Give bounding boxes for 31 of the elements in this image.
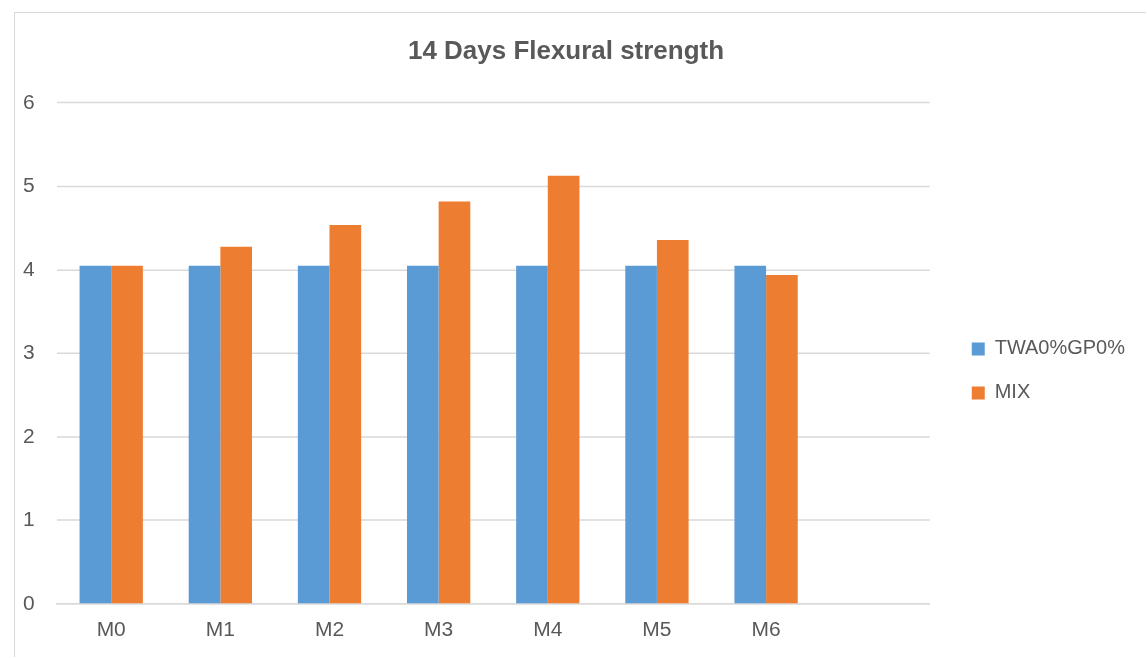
bar — [656, 239, 689, 604]
bar — [188, 265, 221, 604]
bar — [516, 265, 548, 604]
bar — [297, 265, 330, 604]
x-tick-label: M0 — [96, 617, 126, 641]
bar — [220, 246, 253, 604]
y-tick-label: 2 — [22, 423, 35, 447]
legend-label: MIX — [994, 380, 1031, 403]
x-tick-label: M1 — [205, 617, 235, 641]
bar — [766, 275, 798, 604]
y-tick-label: 6 — [22, 89, 35, 113]
bar — [547, 175, 580, 604]
x-tick-label: M4 — [533, 617, 563, 641]
bar — [438, 201, 471, 604]
y-tick-label: 0 — [22, 590, 35, 614]
x-tick-label: M5 — [642, 617, 672, 641]
x-tick-label: M6 — [751, 617, 781, 641]
y-tick-label: 5 — [22, 173, 35, 197]
bar — [734, 265, 767, 604]
x-tick-label: M2 — [314, 617, 345, 641]
chart-title: 14 Days Flexural strength — [408, 34, 725, 65]
bar — [79, 265, 112, 604]
bar — [111, 265, 143, 604]
legend-label: TWA0%GP0% — [994, 336, 1126, 359]
bar — [406, 265, 439, 604]
y-tick-label: 1 — [22, 507, 35, 531]
y-tick-label: 4 — [22, 256, 35, 280]
x-tick-label: M3 — [424, 617, 454, 641]
bar — [329, 224, 362, 604]
bar — [625, 265, 657, 604]
y-tick-label: 3 — [22, 340, 35, 364]
